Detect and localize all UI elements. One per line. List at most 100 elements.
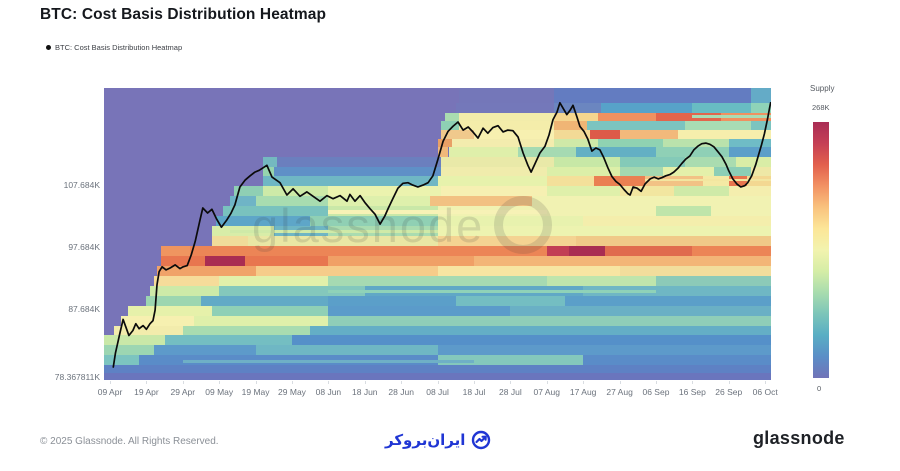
- colorbar-min-label: 0: [817, 384, 822, 393]
- x-axis-label: 06 Sep: [642, 387, 670, 397]
- heatmap-band-segment: [459, 113, 555, 122]
- heatmap-band-segment: [554, 103, 602, 114]
- heatmap-band-segment: [153, 345, 256, 356]
- x-axis-label: 18 Jul: [462, 387, 486, 397]
- x-axis-tick-mark: [655, 381, 657, 384]
- legend-label: BTC: Cost Basis Distribution Heatmap: [55, 43, 183, 52]
- heatmap-band-segment: [437, 206, 656, 217]
- heatmap-band-segment: [437, 266, 620, 277]
- x-axis-tick-mark: [728, 381, 730, 384]
- x-axis-tick-mark: [437, 381, 439, 384]
- heatmap-band-segment: [244, 256, 329, 267]
- heatmap-band-segment: [328, 305, 511, 316]
- supply-colorbar: [813, 122, 829, 378]
- heatmap-band-segment: [437, 345, 771, 356]
- x-axis-label: 08 Jun: [315, 387, 342, 397]
- heatmap-band-segment: [750, 88, 771, 104]
- heatmap-band-segment: [328, 315, 771, 326]
- heatmap-band-segment: [328, 186, 442, 197]
- heatmap-band-segment: [328, 196, 431, 207]
- heatmap-band-segment: [728, 146, 771, 157]
- heatmap-band-segment: [248, 236, 438, 247]
- heatmap-band-segment: [597, 113, 656, 122]
- heatmap-band-segment: [104, 345, 154, 356]
- x-axis-tick-mark: [692, 381, 694, 384]
- x-axis-label: 29 Apr: [170, 387, 196, 397]
- y-axis-label: 87.684K: [68, 303, 100, 314]
- heatmap-band-segment: [128, 305, 212, 316]
- heatmap-band-segment: [546, 276, 656, 286]
- heatmap-band-segment: [663, 138, 729, 147]
- heatmap-band-segment: [262, 176, 438, 187]
- heatmap-band-segment: [291, 335, 771, 346]
- heatmap-band-segment: [554, 138, 598, 147]
- x-axis-label: 19 May: [241, 387, 270, 397]
- heatmap-band-segment: [441, 156, 555, 167]
- x-axis-tick-mark: [583, 381, 585, 384]
- heatmap-band-segment: [437, 176, 547, 187]
- heatmap-band-segment: [459, 121, 555, 131]
- heatmap-band-segment: [441, 166, 547, 177]
- heatmap-band-segment: [153, 276, 220, 286]
- heatmap-band-segment: [160, 246, 191, 257]
- heatmap-band-segment: [692, 115, 771, 118]
- x-axis-label: 16 Sep: [678, 387, 706, 397]
- heatmap-band-segment: [736, 156, 771, 167]
- x-axis-tick-mark: [401, 381, 403, 384]
- heatmap-band-segment: [437, 355, 584, 366]
- x-axis-label: 18 Jun: [352, 387, 378, 397]
- legend-item[interactable]: BTC: Cost Basis Distribution Heatmap: [46, 43, 182, 52]
- heatmap-band-segment: [190, 246, 547, 257]
- x-axis-label: 27 Aug: [606, 387, 633, 397]
- heatmap-band-segment: [219, 276, 329, 286]
- heatmap-band-segment: [139, 355, 438, 366]
- heatmap-band-segment: [568, 246, 606, 257]
- y-axis-min-label: 78.367811K: [54, 372, 100, 382]
- heatmap-band-segment: [655, 113, 722, 122]
- x-axis-label: 06 Oct: [752, 387, 778, 397]
- x-axis-label: 28 Jun: [388, 387, 414, 397]
- heatmap-band-segment: [750, 121, 771, 131]
- heatmap-band-segment: [328, 289, 656, 293]
- heatmap-band-segment: [104, 355, 140, 366]
- heatmap-band-segment: [437, 216, 584, 226]
- heatmap-band-segment: [230, 196, 256, 207]
- heatmap-band-segment: [510, 305, 771, 316]
- heatmap-band-segment: [204, 256, 245, 267]
- heatmap-band-segment: [182, 325, 311, 336]
- glassnode-logo[interactable]: glassnode: [753, 428, 845, 448]
- heatmap-band-segment: [455, 295, 565, 306]
- heatmap-band-segment: [728, 138, 771, 147]
- x-axis-tick-mark: [328, 381, 330, 384]
- x-axis-tick-mark: [182, 381, 184, 384]
- heatmap-band-segment: [437, 138, 453, 147]
- heatmap-band-segment: [441, 186, 547, 197]
- heatmap-band-segment: [160, 256, 205, 267]
- x-axis-label: 19 Apr: [134, 387, 159, 397]
- heatmap-band-segment: [575, 146, 656, 157]
- heatmap-band-segment: [255, 196, 329, 207]
- x-axis-tick-mark: [110, 381, 111, 384]
- heatmap-band-segment: [219, 285, 365, 296]
- heatmap-band-segment: [583, 355, 771, 366]
- heatmap-band-segment: [444, 113, 460, 122]
- heatmap-plot-area[interactable]: glassnode: [104, 88, 771, 380]
- x-axis-label: 09 May: [205, 387, 234, 397]
- heatmap-band-segment: [150, 285, 220, 296]
- heatmap-band-segment: [255, 345, 438, 356]
- heatmap-band-segment: [273, 166, 442, 177]
- iranbroker-logo[interactable]: ایران‌بروکر: [385, 430, 491, 450]
- x-axis-tick-mark: [473, 381, 475, 384]
- legend-dot-icon: [46, 45, 51, 50]
- heatmap-band-segment: [452, 138, 555, 147]
- x-axis-tick-mark: [619, 381, 621, 384]
- heatmap-band-segment: [120, 315, 194, 326]
- heatmap-band-segment: [459, 88, 555, 104]
- heatmap-band-segment: [211, 305, 329, 316]
- heatmap-band-segment: [441, 130, 474, 139]
- heatmap-band-segment: [590, 130, 620, 139]
- y-axis-label: 97.684K: [68, 242, 100, 253]
- heatmap-band-segment: [455, 103, 555, 114]
- heatmap-band-segment: [437, 146, 449, 157]
- iranbroker-wordmark: ایران‌بروکر: [385, 431, 466, 449]
